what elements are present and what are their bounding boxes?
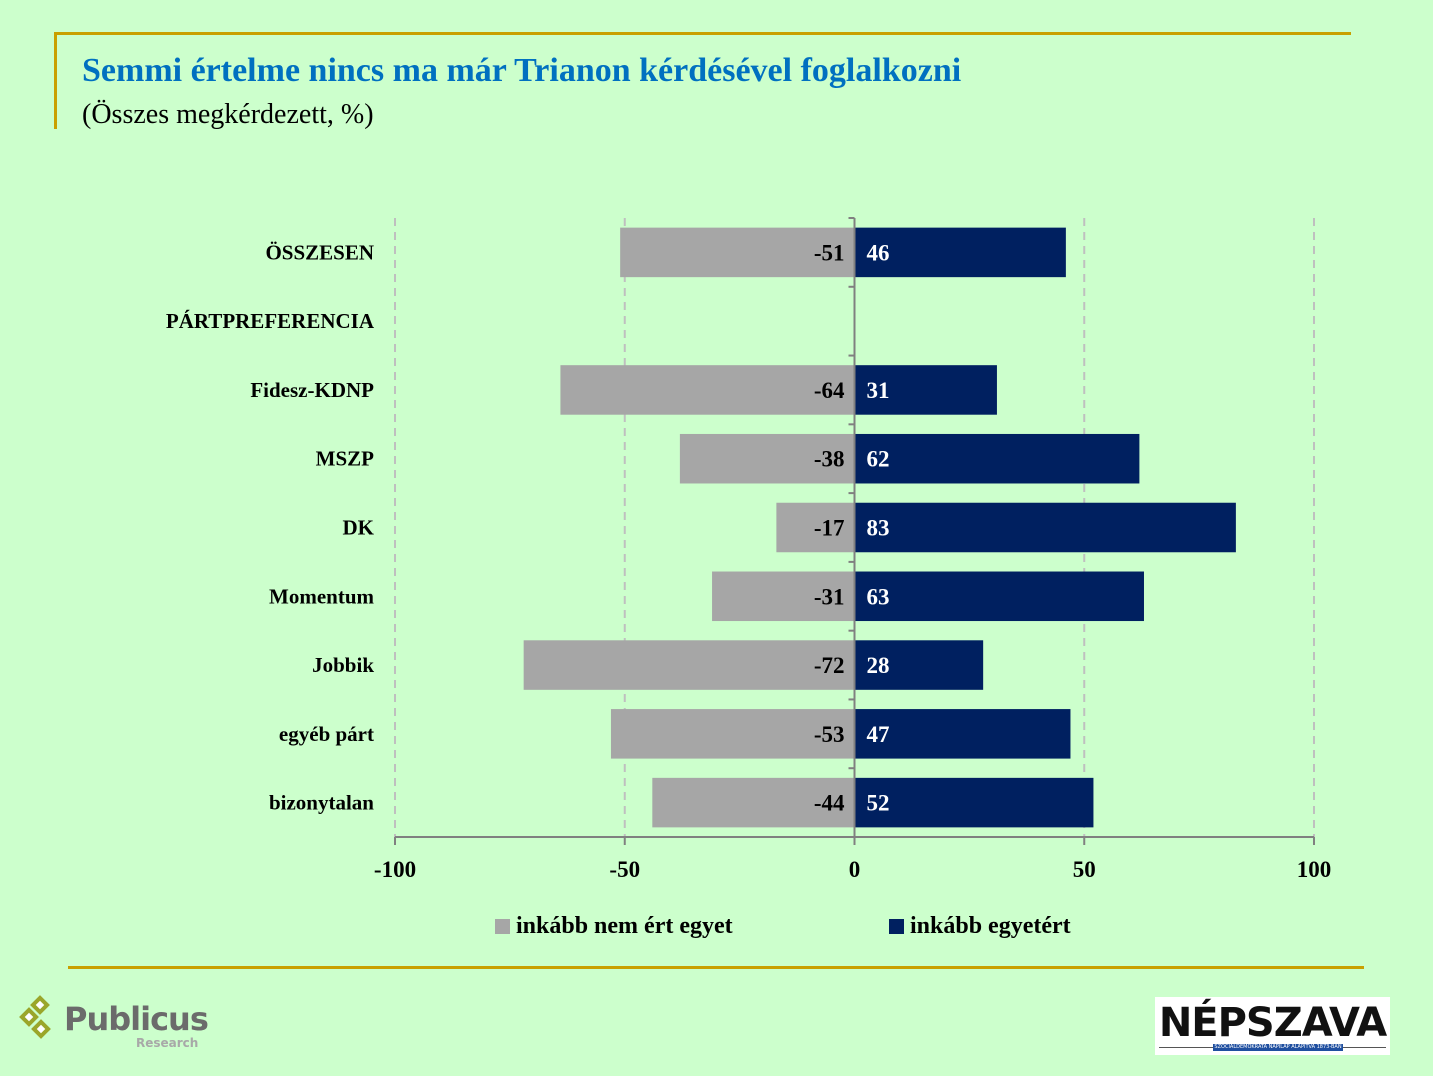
data-label-disagree: -72 [814, 653, 845, 678]
data-label-agree: 63 [867, 584, 890, 609]
x-tick-label: 50 [1073, 857, 1096, 882]
legend-label-disagree: inkább nem ért egyet [516, 912, 733, 939]
bar-agree [854, 571, 1144, 622]
publicus-wordmark: Publicus [64, 1000, 209, 1038]
nepszava-wordmark: NÉPSZAVA [1158, 1000, 1387, 1046]
nepszava-logo: NÉPSZAVA SZOCIÁLDEMOKRATA NAPILAP ALAPÍT… [1155, 997, 1390, 1055]
x-tick-label: 0 [849, 857, 861, 882]
bar-disagree [652, 777, 855, 828]
bar-disagree [712, 571, 855, 622]
legend-swatch-disagree [495, 918, 510, 934]
title-frame-top-line [54, 32, 1351, 35]
bar-agree [854, 502, 1236, 553]
bar-disagree [776, 502, 855, 553]
footer-divider [68, 966, 1364, 969]
bar-disagree [679, 433, 855, 484]
legend-label-agree: inkább egyetért [910, 912, 1071, 939]
category-label: egyéb párt [279, 722, 374, 746]
bar-agree [854, 709, 1071, 759]
x-axis: -100 -50 0 50 100 [374, 217, 1332, 882]
bar-agree [854, 227, 1066, 278]
chart-subtitle: (Összes megkérdezett, %) [82, 99, 374, 130]
category-label: Momentum [269, 584, 374, 608]
category-label: bizonytalan [269, 791, 374, 815]
publicus-subtitle: Research [136, 1036, 199, 1050]
data-label-agree: 47 [867, 722, 890, 747]
bar-disagree [620, 227, 855, 278]
bar-disagree [560, 365, 855, 415]
data-label-disagree: -31 [814, 584, 845, 609]
legend-item-disagree: inkább nem ért egyet [495, 910, 733, 942]
data-label-disagree: -64 [814, 378, 845, 403]
bar-agree [854, 777, 1094, 828]
data-label-agree: 52 [867, 791, 890, 816]
data-label-agree: 28 [867, 653, 890, 678]
legend-item-agree: inkább egyetért [889, 910, 1071, 942]
data-label-disagree: -44 [814, 791, 845, 816]
category-label: PÁRTPREFERENCIA [166, 309, 375, 333]
legend-swatch-agree [889, 918, 904, 934]
data-label-disagree: -53 [814, 722, 845, 747]
bars [523, 227, 1236, 828]
category-label: Fidesz-KDNP [250, 378, 374, 402]
data-label-disagree: -17 [814, 516, 845, 541]
data-label-disagree: -51 [814, 240, 845, 265]
bar-agree [854, 433, 1140, 484]
category-label: MSZP [316, 447, 375, 471]
publicus-diamonds-icon [19, 995, 51, 1039]
labels: -51 46 ÖSSZESEN PÁRTPREFERENCIA -64 31 Fidesz-… [166, 240, 890, 815]
data-label-disagree: -38 [814, 447, 845, 472]
category-label: ÖSSZESEN [265, 240, 374, 264]
data-label-agree: 46 [867, 240, 890, 265]
x-tick-label: 100 [1297, 857, 1332, 882]
category-label: DK [343, 516, 375, 540]
bar-agree [854, 365, 997, 415]
x-tick-label: -50 [609, 857, 640, 882]
data-label-agree: 83 [867, 516, 890, 541]
category-label: Jobbik [312, 653, 374, 677]
title-frame-left-line [54, 32, 57, 129]
bar-disagree [610, 709, 855, 759]
data-label-agree: 31 [867, 378, 890, 403]
x-tick-label: -100 [374, 857, 416, 882]
publicus-logo: Publicus Research [14, 994, 214, 1054]
bar-agree [854, 640, 984, 690]
data-label-agree: 62 [867, 447, 890, 472]
nepszava-band: SZOCIÁLDEMOKRATA NAPILAP ALAPÍTVA 1873-B… [1213, 1044, 1343, 1051]
chart-title: Semmi értelme nincs ma már Trianon kérdé… [82, 52, 962, 89]
bar-disagree [523, 640, 855, 690]
